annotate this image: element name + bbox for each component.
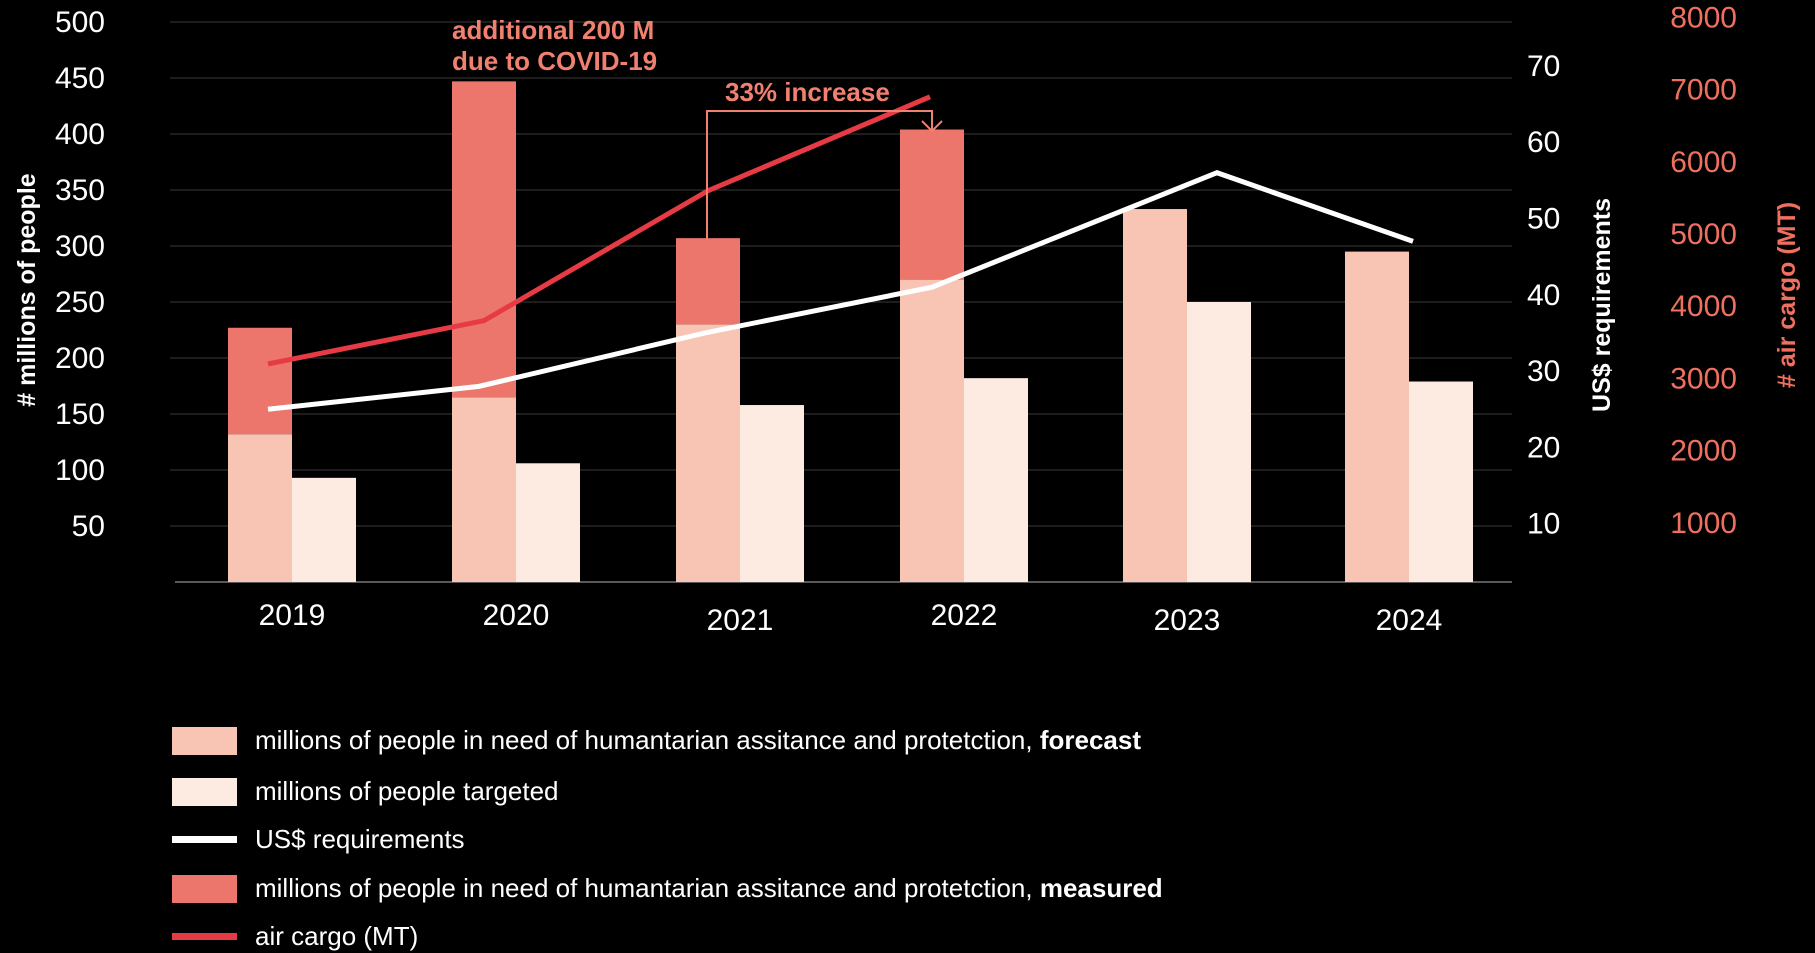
right-tick-label-air-cargo: 7000: [1670, 74, 1737, 107]
right-tick-label-air-cargo: 1000: [1670, 507, 1737, 540]
right-tick-label-requirements: 80: [1527, 0, 1560, 7]
legend-swatch-targeted: [172, 777, 237, 806]
bar-targeted: [964, 378, 1028, 582]
right-tick-label-requirements: 10: [1527, 508, 1560, 541]
left-tick-label: 350: [55, 174, 105, 207]
bar-measured: [452, 81, 516, 398]
right-axis-title-requirements: US$ requirements: [1588, 198, 1616, 412]
x-tick-label: 2022: [931, 599, 998, 632]
line-air-cargo: [267, 94, 931, 367]
legend-item-requirements: US$ requirements: [172, 824, 465, 855]
legend-swatch-air-cargo: [172, 933, 237, 940]
left-tick-label: 150: [55, 398, 105, 431]
left-tick-label: 100: [55, 454, 105, 487]
left-axis-title: # millions of people: [13, 173, 41, 406]
bar-forecast: [1123, 209, 1187, 583]
legend-label-forecast: millions of people in need of humantaria…: [255, 725, 1141, 755]
legend-label-targeted: millions of people targeted: [255, 776, 559, 806]
bar-measured: [900, 129, 964, 280]
legend-item-targeted: millions of people targeted: [172, 776, 559, 807]
annotation-arrowhead: [921, 120, 943, 133]
right-tick-label-requirements: 50: [1527, 203, 1560, 236]
legend-item-air-cargo: air cargo (MT): [172, 921, 418, 952]
gridlines: [170, 21, 1512, 583]
right-tick-label-requirements: 30: [1527, 355, 1560, 388]
legend-item-forecast: millions of people in need of humantaria…: [172, 725, 1141, 756]
left-tick-label: 300: [55, 230, 105, 263]
legend-swatch-measured: [172, 874, 237, 903]
right-tick-label-air-cargo: 4000: [1670, 290, 1737, 323]
bar-forecast: [1345, 251, 1409, 582]
legend-swatch-forecast: [172, 726, 237, 755]
left-tick-label: 500: [55, 6, 105, 39]
right-tick-label-air-cargo: 6000: [1670, 146, 1737, 179]
x-tick-label: 2024: [1376, 604, 1443, 637]
x-tick-label: 2020: [483, 599, 550, 632]
right-tick-label-air-cargo: 8000: [1670, 1, 1737, 34]
right-tick-label-requirements: 20: [1527, 431, 1560, 464]
left-tick-label: 250: [55, 286, 105, 319]
annotation-bracket: [706, 110, 933, 240]
bar-forecast: [228, 434, 292, 582]
right-tick-label-requirements: 60: [1527, 126, 1560, 159]
left-tick-label: 450: [55, 62, 105, 95]
right-axis-title-air-cargo: # air cargo (MT): [1773, 202, 1801, 388]
tick-labels: 50 100 150 200 250 300 350 400 450 500 10 20 30 40 50 6…: [55, 0, 1737, 637]
bar-targeted: [1187, 302, 1251, 582]
bar-targeted: [1409, 381, 1473, 582]
right-tick-label-air-cargo: 3000: [1670, 362, 1737, 395]
x-tick-label: 2019: [259, 599, 326, 632]
chart: 50 100 150 200 250 300 350 400 450 500 10 20 30 40 50 6…: [13, 0, 1801, 637]
right-tick-label-air-cargo: 2000: [1670, 435, 1737, 468]
bar-measured: [228, 327, 292, 435]
bars: [228, 81, 1473, 583]
legend-label-air-cargo: air cargo (MT): [255, 921, 419, 951]
line-us-requirements: [267, 170, 1414, 412]
bar-forecast: [452, 397, 516, 582]
bar-targeted: [292, 477, 356, 582]
legend-item-measured: millions of people in need of humantaria…: [172, 873, 1163, 904]
annotation-covid-line2: due to COVID-19: [452, 46, 657, 76]
legend-label-measured: millions of people in need of humantaria…: [255, 873, 1163, 903]
left-tick-label: 200: [55, 342, 105, 375]
annotation-increase: 33% increase: [725, 77, 890, 107]
right-tick-label-requirements: 40: [1527, 279, 1560, 312]
right-tick-label-requirements: 70: [1527, 50, 1560, 83]
legend-label-requirements: US$ requirements: [255, 824, 465, 854]
bar-forecast: [676, 324, 740, 582]
bar-forecast: [900, 279, 964, 582]
bar-targeted: [516, 463, 580, 582]
left-tick-label: 400: [55, 118, 105, 151]
right-tick-label-air-cargo: 5000: [1670, 218, 1737, 251]
left-tick-label: 50: [72, 510, 105, 543]
legend-swatch-requirements: [172, 836, 237, 843]
lines: [267, 94, 1414, 412]
x-tick-label: 2021: [707, 604, 774, 637]
x-tick-label: 2023: [1154, 604, 1221, 637]
bar-targeted: [740, 405, 804, 582]
annotation-covid-line1: additional 200 M: [452, 15, 654, 45]
bar-measured: [676, 238, 740, 325]
